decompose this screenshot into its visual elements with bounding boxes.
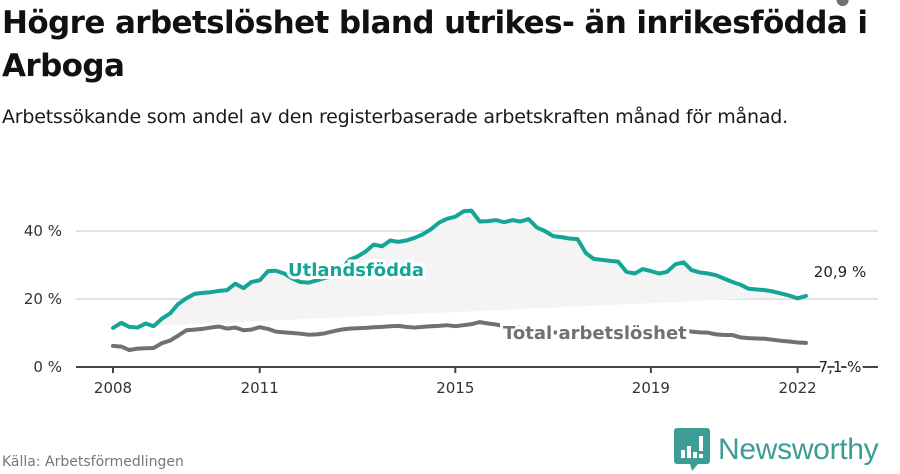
brand-name: Newsworthy xyxy=(718,433,879,466)
source-note: Källa: Arbetsförmedlingen xyxy=(2,454,184,470)
utlandsfodda-end-value: 20,9 % xyxy=(814,263,866,281)
x-tick-label: 2008 xyxy=(94,379,132,397)
newsworthy-logo[interactable]: Newsworthy xyxy=(674,428,879,472)
total-label: Total arbetslöshet xyxy=(503,323,687,344)
y-axis-labels: 0 % 20 % 40 % xyxy=(24,222,62,376)
total-end-dot xyxy=(836,0,849,6)
utlandsfodda-label: Utlandsfödda xyxy=(288,260,424,281)
y-tick-label: 40 % xyxy=(24,222,62,240)
x-tick-label: 2015 xyxy=(436,379,474,397)
utlandsfodda-line xyxy=(111,208,808,330)
chart-title: Högre arbetslöshet bland utrikes- än inr… xyxy=(2,5,868,84)
total-end-value: 7,1 % xyxy=(819,358,862,376)
x-tick-label: 2022 xyxy=(779,379,817,397)
y-tick-label: 20 % xyxy=(24,290,62,308)
gap-band xyxy=(113,210,806,328)
bar-chart-speech-bubble-icon xyxy=(674,428,710,471)
x-axis: 2008 2011 2015 2019 2022 xyxy=(76,366,878,397)
y-tick-label: 0 % xyxy=(33,358,62,376)
chart-subtitle: Arbetssökande som andel av den registerb… xyxy=(2,106,788,128)
x-tick-label: 2011 xyxy=(241,379,279,397)
x-tick-label: 2019 xyxy=(632,379,670,397)
total-line xyxy=(111,320,808,352)
